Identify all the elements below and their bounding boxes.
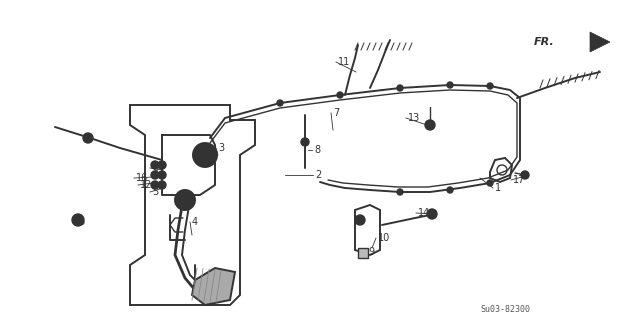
Text: 6: 6 — [152, 163, 158, 173]
Circle shape — [397, 189, 403, 195]
Text: 1: 1 — [495, 183, 501, 193]
Polygon shape — [358, 248, 368, 258]
Text: 2: 2 — [315, 170, 321, 180]
Text: 8: 8 — [314, 145, 320, 155]
Text: 5: 5 — [152, 187, 158, 197]
Text: Su03-82300: Su03-82300 — [480, 305, 530, 314]
Text: 7: 7 — [333, 108, 339, 118]
Circle shape — [175, 190, 195, 210]
Polygon shape — [192, 268, 235, 305]
Text: 16: 16 — [136, 173, 148, 183]
Circle shape — [447, 82, 453, 88]
Text: 14: 14 — [418, 208, 430, 218]
Text: 13: 13 — [408, 113, 420, 123]
Text: 15: 15 — [74, 217, 86, 227]
Text: 4: 4 — [192, 217, 198, 227]
Circle shape — [521, 171, 529, 179]
Circle shape — [83, 133, 93, 143]
Circle shape — [151, 171, 159, 179]
Circle shape — [158, 181, 166, 189]
Circle shape — [151, 161, 159, 169]
Circle shape — [158, 171, 166, 179]
Circle shape — [355, 215, 365, 225]
Text: 17: 17 — [513, 175, 525, 185]
Circle shape — [151, 181, 159, 189]
Circle shape — [397, 85, 403, 91]
Circle shape — [427, 209, 437, 219]
Circle shape — [487, 83, 493, 89]
Circle shape — [193, 143, 217, 167]
Circle shape — [487, 180, 493, 186]
Circle shape — [158, 161, 166, 169]
Circle shape — [447, 187, 453, 193]
Text: 10: 10 — [378, 233, 390, 243]
Text: FR.: FR. — [534, 37, 555, 47]
Text: 3: 3 — [218, 143, 224, 153]
Polygon shape — [590, 32, 610, 52]
Circle shape — [277, 100, 283, 106]
Text: 9: 9 — [368, 247, 374, 257]
Circle shape — [75, 217, 81, 223]
Circle shape — [425, 120, 435, 130]
Circle shape — [72, 214, 84, 226]
Text: 12: 12 — [140, 180, 152, 190]
Circle shape — [301, 138, 309, 146]
Circle shape — [337, 92, 343, 98]
Text: 11: 11 — [338, 57, 350, 67]
